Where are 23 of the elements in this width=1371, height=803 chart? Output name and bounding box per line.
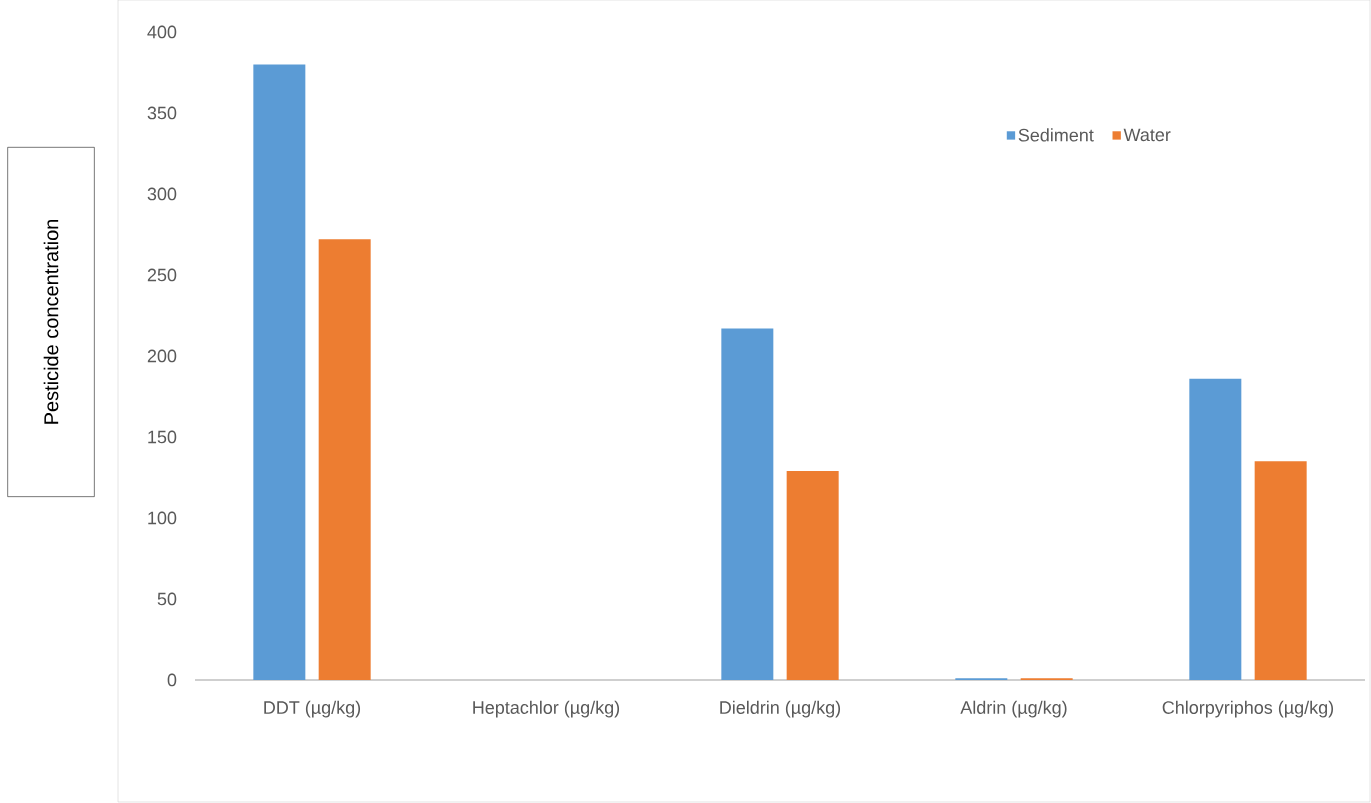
y-tick-label: 0 <box>167 673 177 687</box>
y-axis-title: Pesticide concentration <box>43 219 59 424</box>
bar <box>253 64 306 680</box>
bar <box>1189 378 1242 680</box>
x-tick-label: Aldrin (µg/kg) <box>960 700 1067 718</box>
legend-label: Water <box>1123 128 1171 142</box>
bar <box>721 328 774 680</box>
x-tick-label: DDT (µg/kg) <box>264 700 361 718</box>
bar <box>1254 461 1307 680</box>
bar <box>786 471 839 680</box>
x-tick-label: Heptachlor (µg/kg) <box>473 700 620 718</box>
y-tick-label: 150 <box>148 430 177 444</box>
y-tick-label: 50 <box>157 592 177 606</box>
bar <box>318 239 371 680</box>
y-tick-label: 200 <box>147 349 177 363</box>
y-tick-label: 300 <box>147 187 177 201</box>
x-tick-label: Chlorpyriphos (µg/kg) <box>1162 700 1334 718</box>
y-tick-label: 400 <box>147 25 177 39</box>
y-tick-label: 100 <box>148 511 177 525</box>
x-tick-label: Dieldrin (µg/kg) <box>720 700 841 718</box>
y-tick-label: 250 <box>147 268 177 282</box>
legend-label: Sediment <box>1018 128 1094 142</box>
y-tick-label: 350 <box>147 106 177 120</box>
